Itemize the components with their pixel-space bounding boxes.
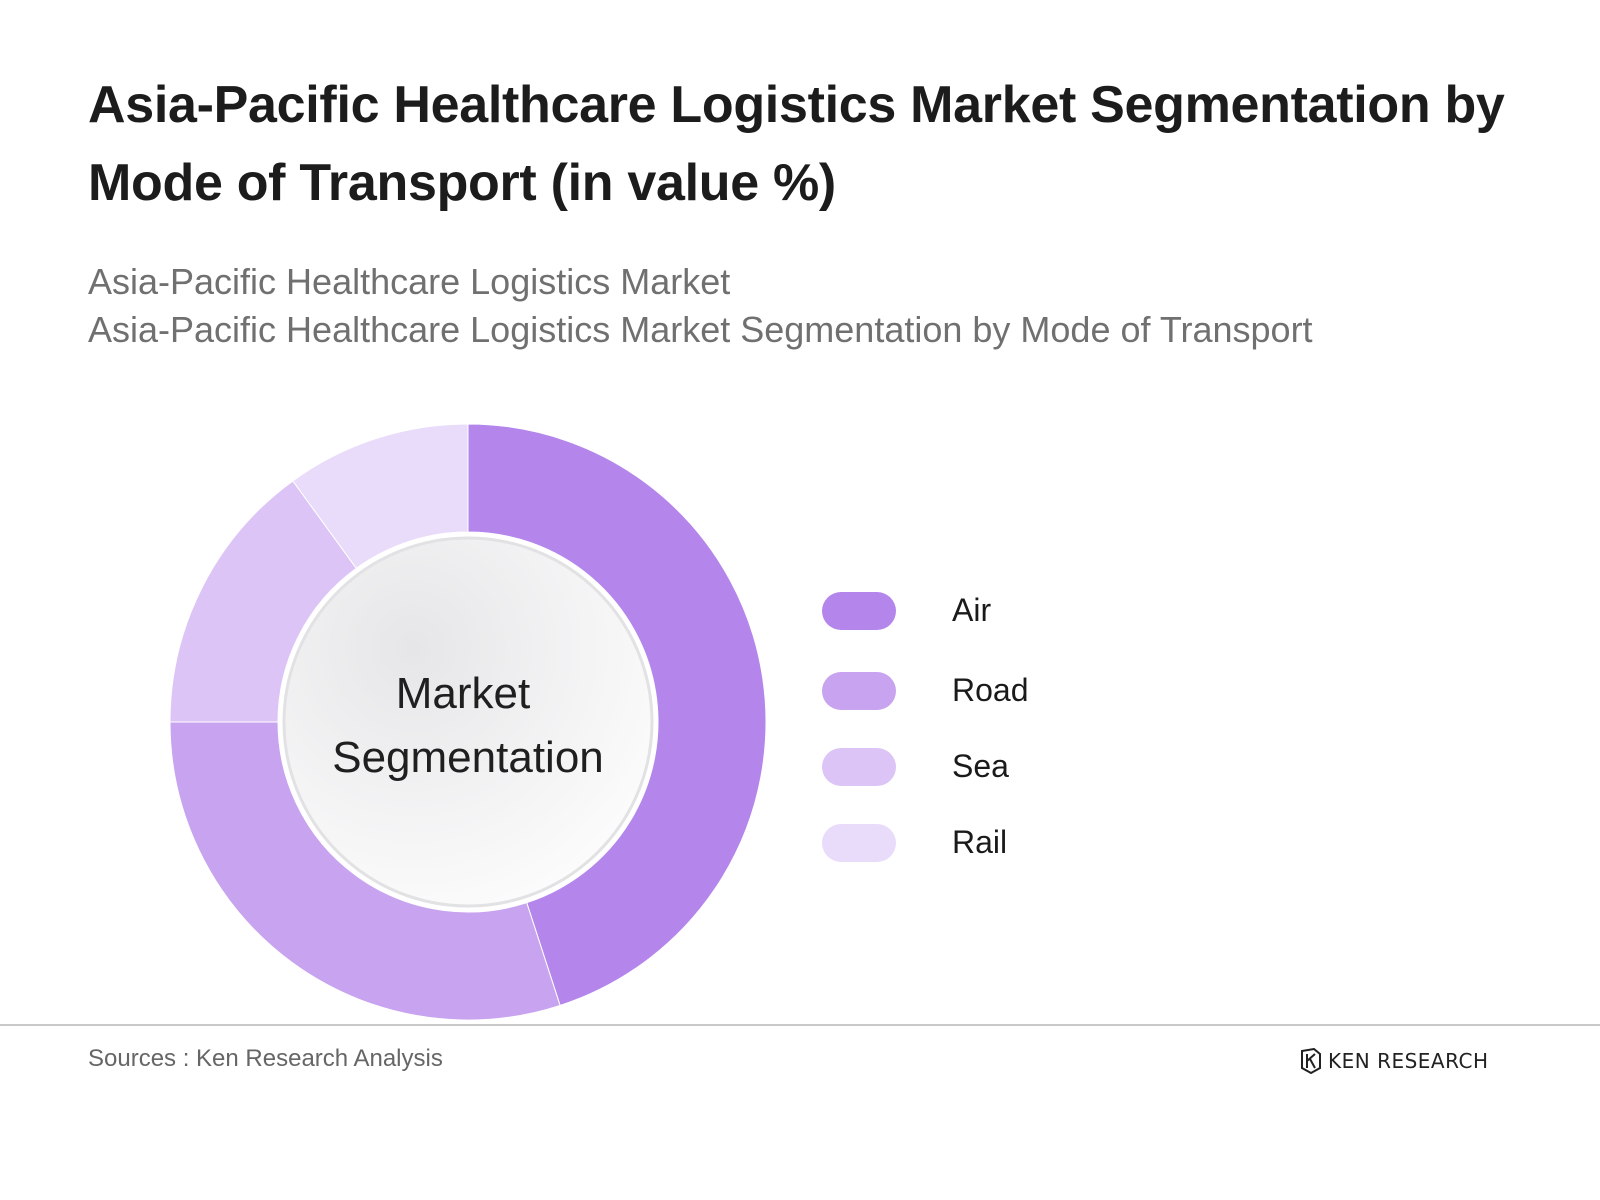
legend-label: Sea — [952, 748, 1009, 784]
legend-label: Road — [952, 672, 1029, 708]
subtitle-line-2: Asia-Pacific Healthcare Logistics Market… — [88, 309, 1313, 350]
subtitle-line-1: Asia-Pacific Healthcare Logistics Market — [88, 261, 731, 302]
slice-road — [169, 721, 561, 1021]
center-label-line-1: Market — [396, 669, 530, 718]
logo-text: KEN RESEARCH — [1328, 1049, 1489, 1073]
donut-slices — [169, 423, 767, 1021]
source-note: Sources : Ken Research Analysis — [88, 1045, 443, 1072]
donut-center-disc — [282, 536, 654, 908]
legend-swatch — [822, 824, 896, 862]
legend-label: Rail — [952, 824, 1008, 860]
legend-label: Air — [952, 592, 992, 628]
legend-item-rail: Rail — [822, 822, 1182, 862]
chart-subtitle: Asia-Pacific Healthcare Logistics Market… — [88, 258, 1558, 354]
ken-research-logo-icon — [1301, 1048, 1321, 1074]
slice-rail — [292, 423, 469, 569]
chart-title: Asia-Pacific Healthcare Logistics Market… — [88, 76, 1505, 212]
legend-item-road: Road — [822, 670, 1182, 710]
ken-research-logo: KEN RESEARCH — [1300, 1046, 1489, 1076]
legend-swatch — [822, 672, 896, 710]
legend-item-sea: Sea — [822, 746, 1182, 786]
footer-divider — [0, 1024, 1600, 1026]
legend-swatch — [822, 592, 896, 630]
center-label-line-2: Segmentation — [332, 733, 604, 782]
slice-air — [467, 423, 767, 1007]
legend-swatch — [822, 748, 896, 786]
legend-item-air: Air — [822, 590, 1182, 630]
